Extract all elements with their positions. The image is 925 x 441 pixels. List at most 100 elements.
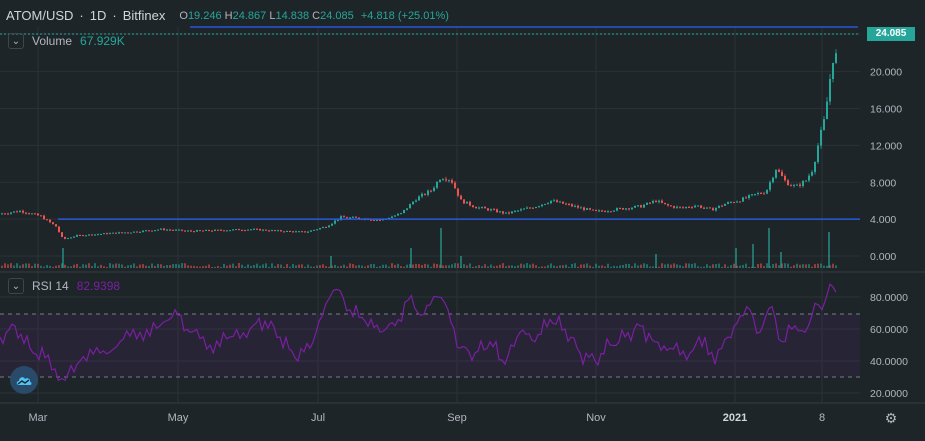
rsi-axis[interactable]: 80.0000 60.0000 40.0000 20.0000: [870, 292, 908, 400]
candle-body: [136, 231, 138, 233]
volume-bar: [238, 263, 240, 268]
candle-body: [238, 229, 240, 231]
candle-body: [577, 205, 579, 208]
candle-body: [787, 180, 789, 186]
interval-label[interactable]: 1D: [89, 8, 107, 23]
candle-body: [508, 212, 510, 214]
candle-body: [649, 202, 651, 204]
candle-body: [553, 200, 555, 202]
candle-body: [664, 202, 666, 205]
volume-bar: [580, 264, 582, 268]
candle-body: [142, 230, 144, 232]
candle-body: [31, 213, 33, 215]
candle-body: [622, 208, 624, 210]
volume-bar: [349, 263, 351, 268]
price-candles: [1, 49, 837, 240]
volume-bar: [187, 265, 189, 268]
candle-body: [304, 231, 306, 233]
volume-bar: [307, 264, 309, 268]
volume-bar: [619, 265, 621, 268]
volume-bar: [628, 264, 630, 268]
time-tick-label: Mar: [29, 412, 48, 424]
candle-body: [403, 209, 405, 214]
price-tick-label: 20.000: [870, 67, 902, 79]
gear-icon[interactable]: ⚙: [884, 410, 898, 426]
candle-body: [478, 207, 480, 209]
volume-bar: [274, 266, 276, 268]
volume-bar: [268, 266, 270, 268]
candle-body: [568, 203, 570, 205]
candle-body: [124, 232, 126, 234]
volume-bar: [73, 264, 75, 268]
candle-body: [484, 206, 486, 209]
volume-bar: [745, 263, 747, 268]
volume-bar: [283, 266, 285, 268]
volume-bar: [646, 264, 648, 268]
candle-body: [580, 207, 582, 209]
cloud-logo-icon[interactable]: [10, 366, 38, 394]
volume-bar: [586, 263, 588, 268]
candle-body: [220, 229, 222, 231]
volume-bar: [271, 263, 273, 268]
candle-body: [604, 211, 606, 213]
open-value: 19.246: [187, 9, 222, 22]
volume-bar: [556, 266, 558, 268]
rsi-band: [0, 314, 860, 377]
candle-body: [721, 205, 723, 207]
volume-bar: [463, 264, 465, 268]
volume-bar: [256, 263, 258, 268]
candle-body: [835, 53, 837, 63]
volume-bar: [598, 265, 600, 268]
volume-bar: [828, 232, 830, 268]
volume-bar: [64, 264, 66, 268]
candle-body: [148, 230, 150, 232]
volume-bar: [157, 263, 159, 268]
volume-bar: [637, 265, 639, 268]
volume-bar: [70, 266, 72, 268]
candle-body: [607, 211, 609, 213]
candle-body: [499, 211, 501, 213]
candle-body: [289, 230, 291, 232]
volume-bar: [136, 266, 138, 268]
volume-bar: [481, 266, 483, 268]
candle-body: [643, 204, 645, 208]
candle-body: [13, 211, 15, 213]
volume-bar: [319, 265, 321, 268]
candle-body: [451, 180, 453, 183]
volume-bar: [19, 265, 21, 268]
candle-body: [331, 223, 333, 226]
candle-body: [4, 213, 6, 215]
candle-body: [115, 232, 117, 234]
volume-bar: [25, 263, 27, 268]
candle-body: [685, 206, 687, 208]
horizontal-lines[interactable]: [58, 26, 860, 220]
candle-body: [301, 231, 303, 233]
time-tick-label: 2021: [723, 412, 747, 424]
candle-body: [589, 208, 591, 210]
price-axis[interactable]: 20.000 16.000 12.000 8.000 4.000 0.000: [870, 67, 902, 263]
volume-bar: [739, 265, 741, 268]
candle-body: [637, 205, 639, 207]
candle-body: [163, 228, 165, 231]
volume-bar: [451, 264, 453, 268]
chevron-down-icon[interactable]: ⌄: [8, 278, 24, 294]
candle-body: [199, 230, 201, 232]
candle-body: [733, 202, 735, 204]
volume-bar: [445, 265, 447, 268]
volume-bar: [718, 263, 720, 268]
candle-body: [139, 231, 141, 233]
candle-body: [208, 229, 210, 231]
candle-body: [670, 205, 672, 207]
time-axis[interactable]: Mar May Jul Sep Nov 2021 8: [29, 412, 826, 424]
volume-bar: [667, 263, 669, 268]
candle-body: [652, 200, 654, 203]
candle-body: [346, 217, 348, 219]
candle-body: [769, 182, 771, 190]
symbol-name[interactable]: ATOM/USD: [6, 8, 74, 23]
time-tick-label: May: [168, 412, 189, 424]
volume-bar: [103, 266, 105, 268]
candle-body: [682, 207, 684, 209]
chevron-down-icon[interactable]: ⌄: [8, 33, 24, 49]
volume-bar: [433, 263, 435, 268]
